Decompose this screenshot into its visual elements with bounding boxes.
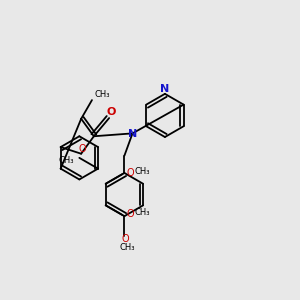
Text: CH₃: CH₃ (134, 167, 150, 176)
Text: N: N (128, 129, 137, 140)
Text: O: O (106, 107, 116, 117)
Text: N: N (160, 84, 170, 94)
Text: O: O (126, 168, 134, 178)
Text: O: O (126, 209, 134, 219)
Text: CH₃: CH₃ (59, 156, 74, 165)
Text: O: O (122, 234, 129, 244)
Text: CH₃: CH₃ (95, 90, 110, 99)
Text: O: O (78, 144, 86, 154)
Text: CH₃: CH₃ (120, 243, 135, 252)
Text: CH₃: CH₃ (134, 208, 150, 217)
